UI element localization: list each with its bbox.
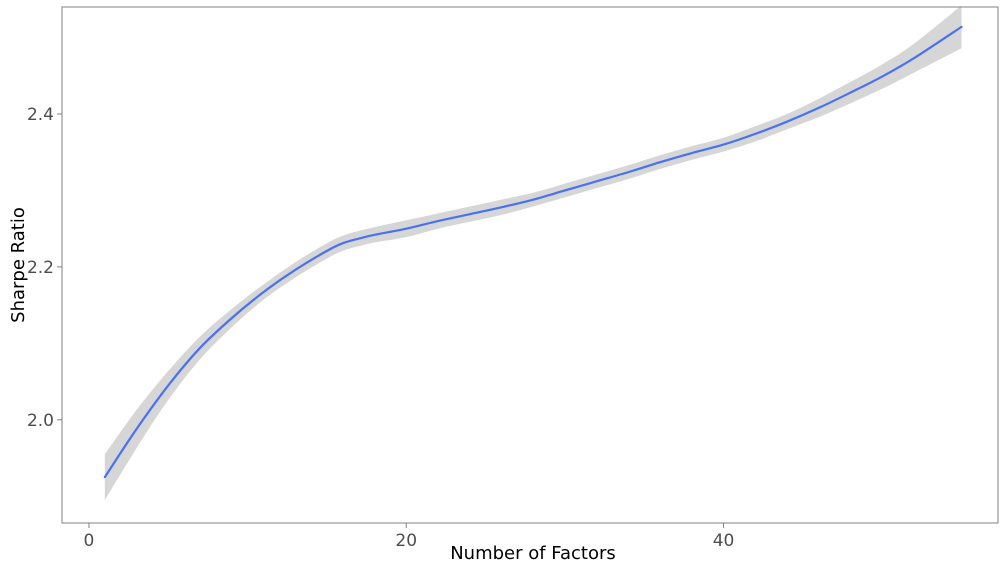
plot-frame xyxy=(61,6,999,524)
x-axis-title: Number of Factors xyxy=(450,543,616,562)
y-axis-ticks: 2.0 2.2 2.4 xyxy=(27,105,62,431)
y-tick-label: 2.2 xyxy=(27,258,54,278)
x-tick-label: 0 xyxy=(84,531,95,551)
y-tick-label: 2.0 xyxy=(27,411,54,431)
y-axis-title: Sharpe Ratio xyxy=(8,207,29,323)
y-tick-label: 2.4 xyxy=(27,105,54,125)
sharpe-ratio-line xyxy=(103,25,963,479)
x-axis-ticks: 0 20 40 xyxy=(84,523,735,551)
x-tick-label: 20 xyxy=(395,531,417,551)
series-line-layer xyxy=(103,25,963,479)
x-tick-label: 40 xyxy=(713,531,735,551)
